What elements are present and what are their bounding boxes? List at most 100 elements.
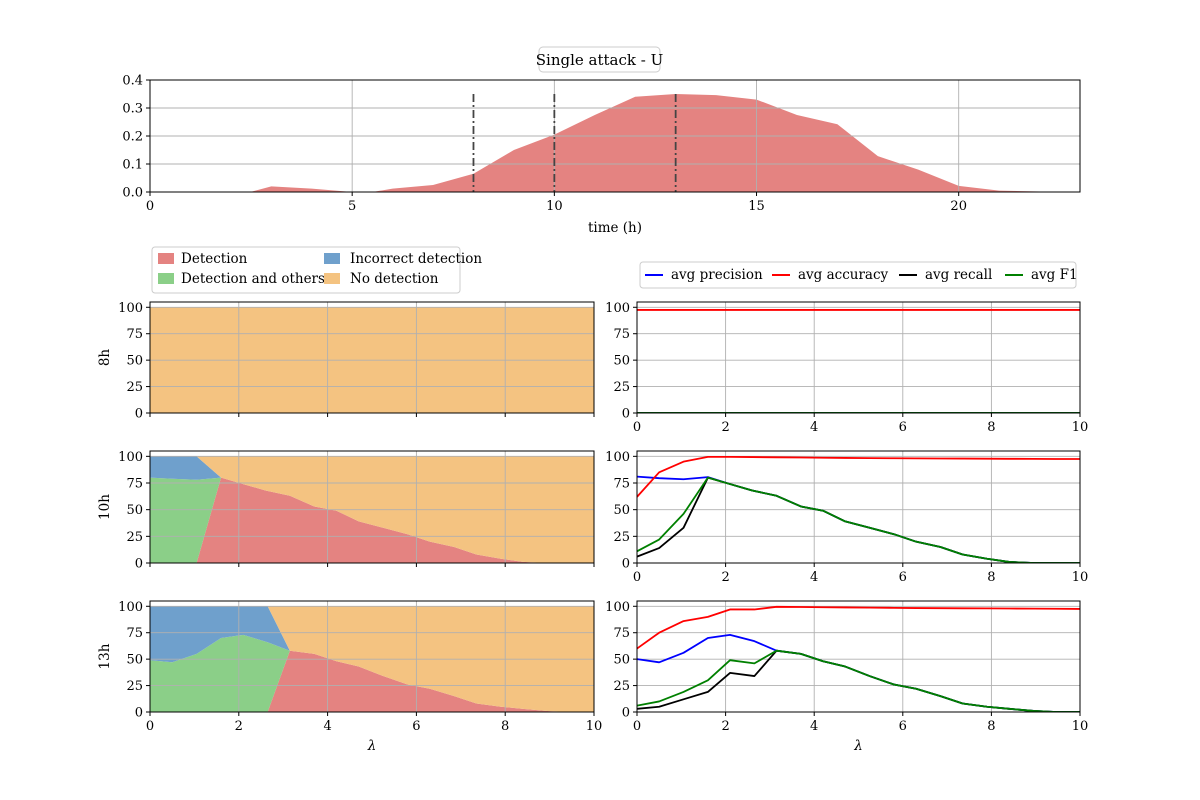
a10-ytick-label: 50 [126, 503, 143, 518]
l13-xlabel: λ [853, 738, 863, 754]
a10-ytick-label: 0 [135, 557, 143, 572]
l10-ytick-label: 75 [613, 477, 630, 492]
l8-ytick-label: 50 [613, 354, 630, 369]
legend-label-incorrect-detection: Incorrect detection [350, 251, 482, 267]
l13-ytick-label: 25 [613, 679, 630, 694]
l10-xtick-label: 4 [810, 570, 818, 585]
a13-frame [149, 600, 595, 713]
l8-grid [637, 302, 1081, 413]
l10-ytick-label: 25 [613, 530, 630, 545]
area-legend: Detection Detection and others Incorrect… [151, 246, 482, 294]
a13-xtick-label: 0 [146, 719, 154, 734]
l10-line-avg-precision [637, 475, 1080, 563]
legend-label-no-detection: No detection [350, 271, 439, 287]
l13-frame [636, 600, 1081, 713]
a8-ytick-label: 100 [118, 301, 143, 316]
l13-xtick-label: 6 [899, 719, 907, 734]
a8-ytick-label: 50 [126, 354, 143, 369]
metrics-legend-frame [639, 261, 1077, 289]
l13-line-avg-recall [637, 649, 1080, 712]
a10-area-incorrect-detection [150, 456, 594, 563]
top-xtick-label: 5 [348, 199, 356, 214]
top-chart-title: Single attack - U [536, 51, 663, 69]
l8-xtick-label: 2 [721, 420, 729, 435]
l8-ytick-label: 75 [613, 327, 630, 342]
a13-xtick-label: 8 [501, 719, 509, 734]
l8-xtick-label: 6 [899, 420, 907, 435]
l10-line-avg-f1 [637, 476, 1080, 563]
l8-ytick-label: 25 [613, 380, 630, 395]
a10-frame [149, 450, 595, 564]
l8-xtick-label: 8 [987, 420, 995, 435]
legend-label-detection: Detection [181, 251, 248, 267]
l13-ytick-label: 100 [605, 600, 630, 615]
l10-ytick-label: 50 [613, 503, 630, 518]
a13-ytick-label: 25 [126, 679, 143, 694]
a10-area-detection-and-others [150, 477, 594, 563]
legend-label-avg-accuracy: avg accuracy [798, 267, 889, 283]
a8-ytick-label: 75 [126, 327, 143, 342]
l10-xtick-label: 6 [899, 570, 907, 585]
top-ytick-label: 0.2 [122, 130, 143, 145]
l13-ytick-label: 50 [613, 653, 630, 668]
a13-ytick-label: 0 [135, 706, 143, 721]
l13-ytick-label: 75 [613, 626, 630, 641]
a10-ylabel: 10h [97, 494, 113, 520]
l10-line-avg-recall [637, 476, 1080, 563]
top-ytick-label: 0.3 [122, 102, 143, 117]
top-ytick-label: 0.4 [122, 74, 143, 89]
a10-ytick-label: 100 [118, 450, 143, 465]
legend-swatch-detection [158, 253, 174, 264]
l13-line-avg-precision [637, 633, 1080, 712]
a10-ytick-label: 25 [126, 530, 143, 545]
a13-xtick-label: 6 [412, 719, 420, 734]
legend-label-avg-precision: avg precision [671, 267, 763, 283]
panel-area-10h: 0 25 50 75 100 10h [97, 450, 595, 572]
a13-xtick-label: 4 [323, 719, 331, 734]
l8-xtick-label: 10 [1072, 420, 1089, 435]
l10-ytick-label: 0 [622, 557, 630, 572]
a13-xtick-label: 10 [586, 719, 603, 734]
a13-ylabel: 13h [97, 643, 113, 669]
l13-line-avg-f1 [637, 649, 1080, 712]
a13-xlabel: λ [367, 738, 377, 754]
a10-grid [150, 451, 595, 563]
legend-label-avg-f1: avg F1 [1031, 267, 1078, 283]
a13-xtick-label: 2 [235, 719, 243, 734]
l8-xtick-label: 4 [810, 420, 818, 435]
top-xlabel: time (h) [588, 220, 642, 236]
l13-xtick-label: 2 [721, 719, 729, 734]
panel-time-profile: 0 5 10 15 20 0.0 0.1 0.2 0.3 0.4 time (h) [122, 74, 1081, 236]
l13-xtick-label: 8 [987, 719, 995, 734]
area-legend-frame [151, 246, 461, 294]
top-xtick-label: 20 [950, 199, 967, 214]
legend-swatch-no-detection [324, 273, 340, 284]
legend-swatch-incorrect-detection [324, 253, 340, 264]
a13-area-detection-and-others [150, 634, 594, 712]
a8-ylabel: 8h [97, 349, 113, 367]
top-area-profile [150, 94, 1080, 192]
legend-label-detection-and-others: Detection and others [181, 271, 325, 287]
top-title-frame [538, 46, 661, 73]
l13-xtick-label: 10 [1072, 719, 1089, 734]
a8-frame [149, 301, 595, 414]
top-xtick-label: 0 [146, 199, 154, 214]
l10-frame [636, 450, 1081, 564]
l10-xtick-label: 2 [721, 570, 729, 585]
top-ytick-label: 0.0 [122, 186, 143, 201]
top-xtick-label: 10 [546, 199, 563, 214]
metrics-legend: avg precision avg accuracy avg recall av… [639, 261, 1078, 289]
legend-swatch-detection-and-others [158, 273, 174, 284]
a13-ytick-label: 50 [126, 653, 143, 668]
top-ytick-label: 0.1 [122, 158, 143, 173]
l8-frame [636, 301, 1081, 414]
a8-grid [150, 302, 595, 413]
legend-label-avg-recall: avg recall [925, 267, 992, 283]
top-xtick-label: 15 [748, 199, 765, 214]
a10-area-detection [150, 477, 594, 563]
